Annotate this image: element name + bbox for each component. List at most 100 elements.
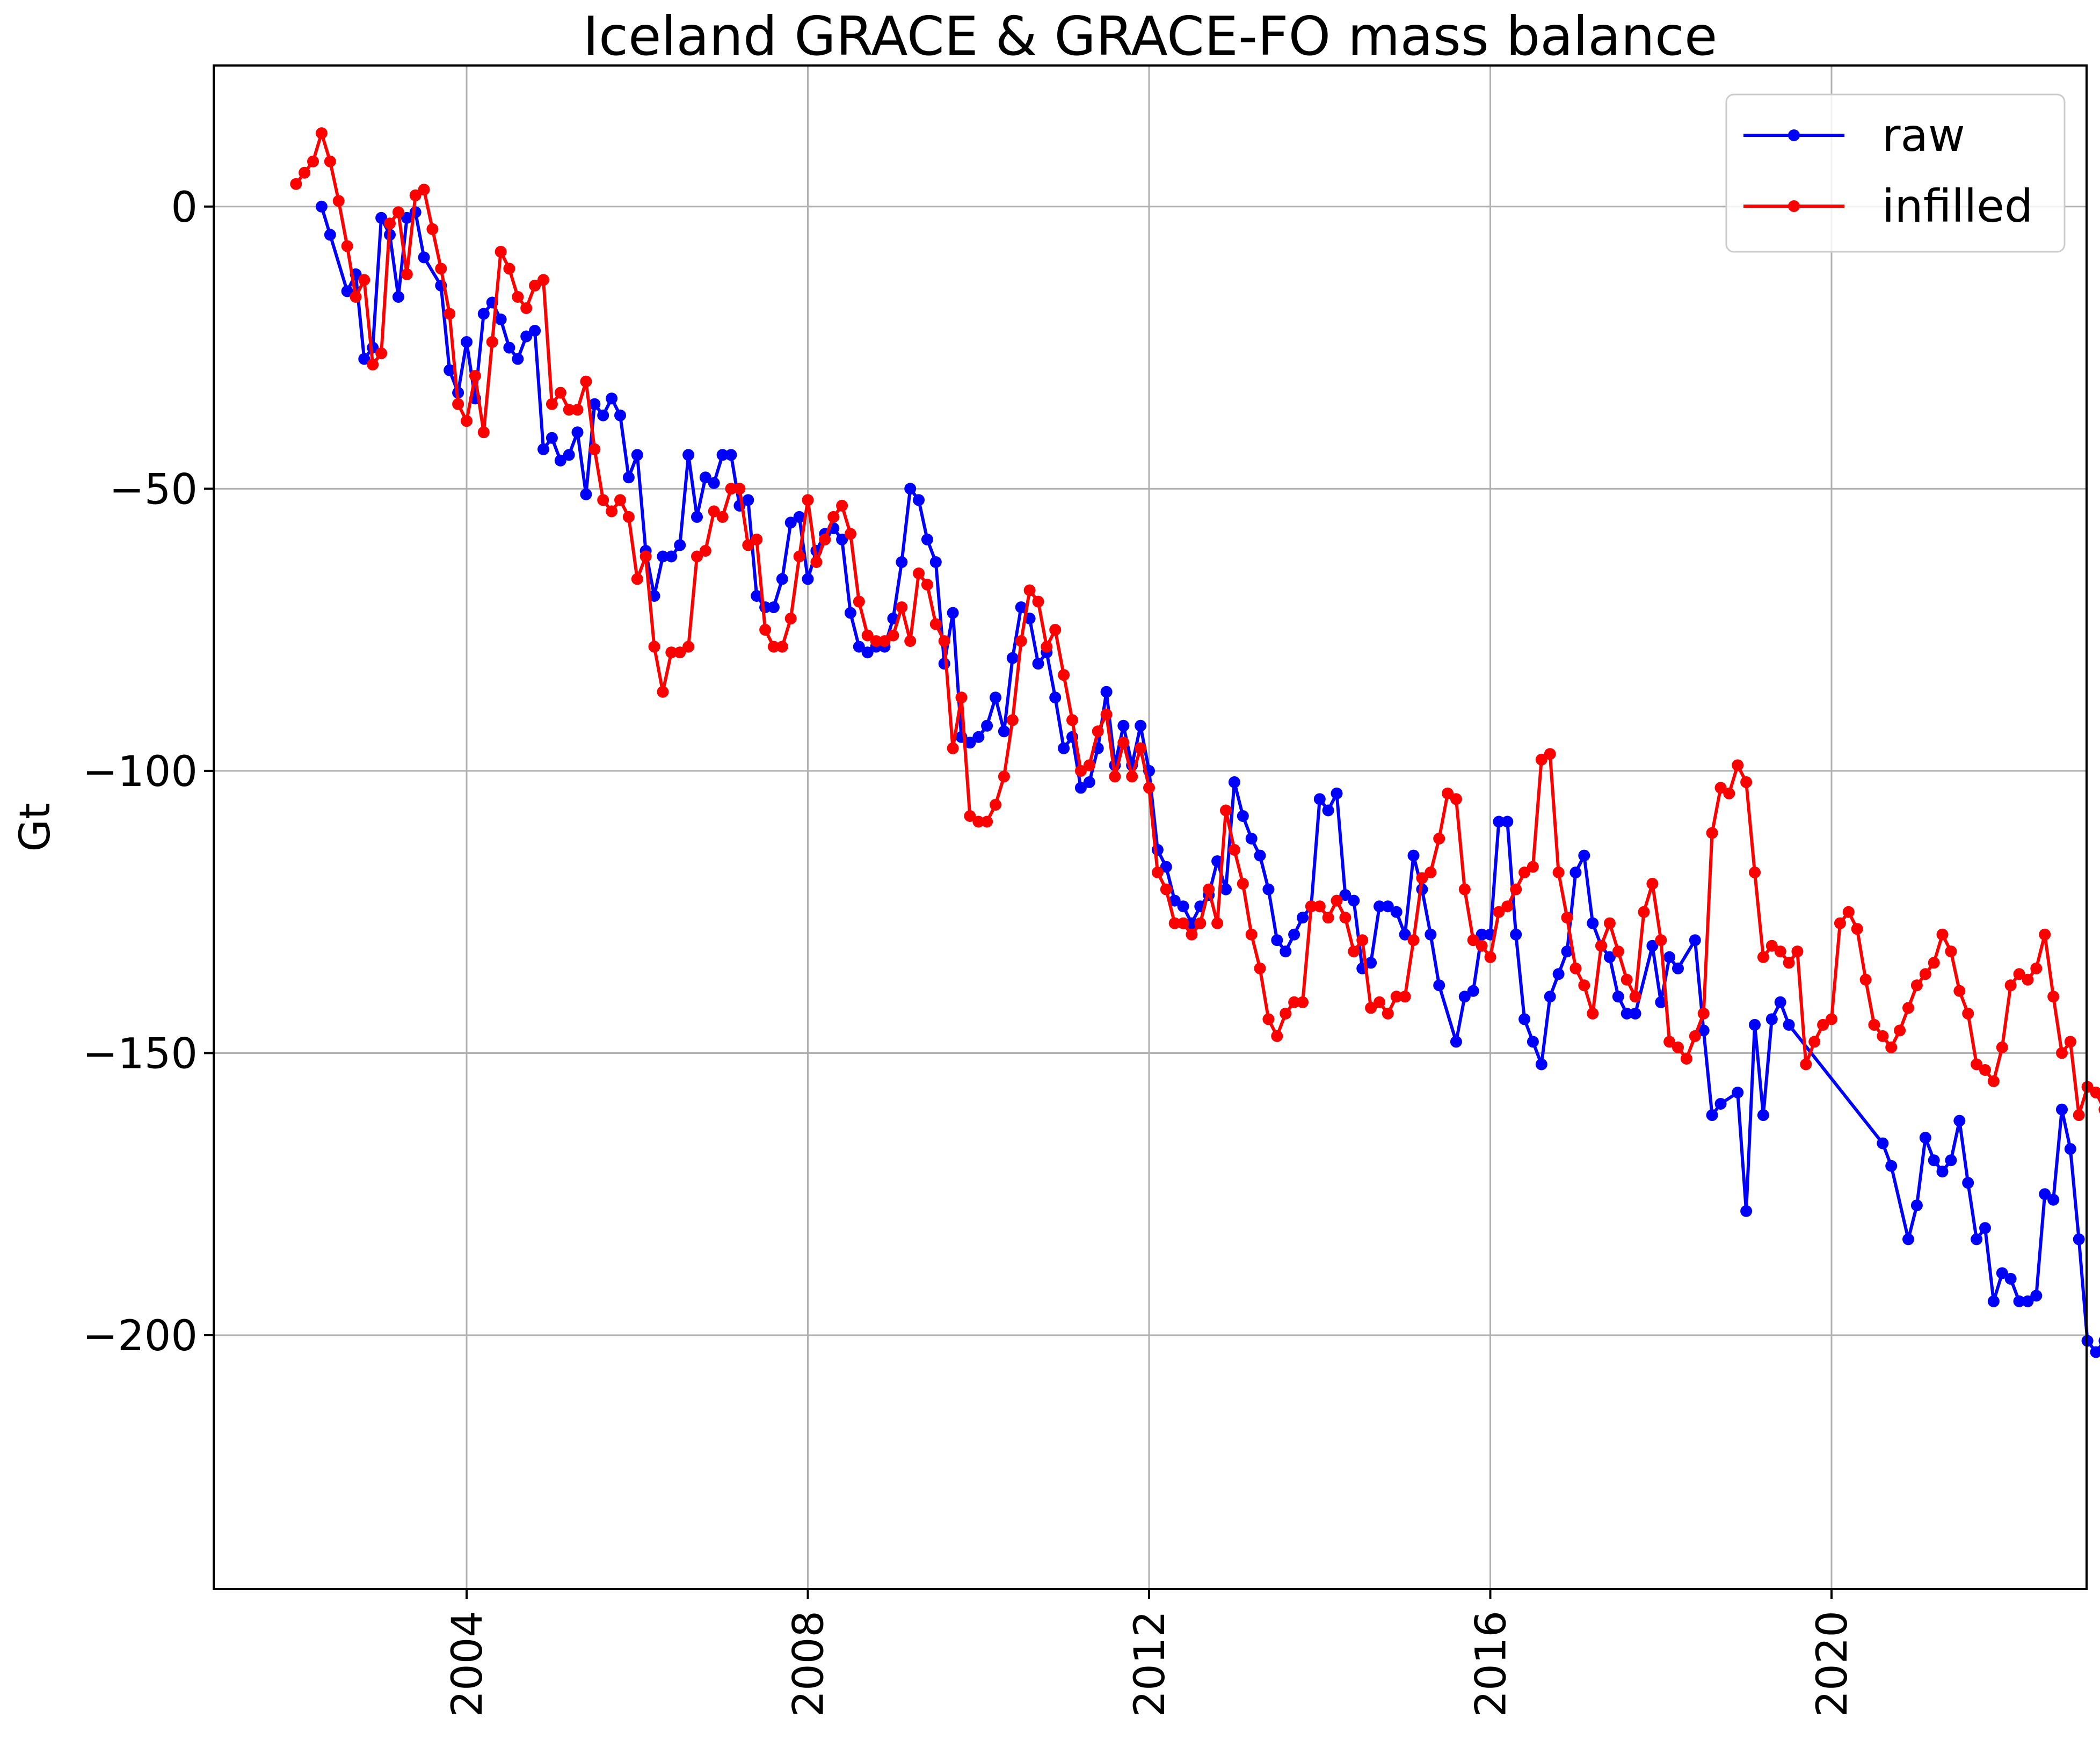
data-point — [2013, 968, 2025, 980]
data-point — [1015, 601, 1027, 614]
data-point — [921, 579, 933, 591]
data-point — [1450, 793, 1462, 805]
data-point — [1041, 640, 1053, 653]
data-point — [1689, 934, 1701, 947]
data-point — [1254, 962, 1266, 974]
data-point — [1467, 985, 1479, 997]
data-point — [1757, 951, 1769, 963]
data-point — [1706, 1109, 1718, 1122]
data-point — [461, 336, 473, 348]
data-point — [1987, 1295, 2000, 1307]
data-point — [1919, 1132, 1931, 1144]
data-point — [1262, 883, 1275, 896]
data-point — [2098, 1337, 2100, 1345]
data-point — [1083, 776, 1095, 788]
data-point — [1817, 1018, 1829, 1031]
data-point — [665, 550, 678, 563]
data-point — [622, 471, 635, 484]
data-point — [1083, 759, 1095, 771]
data-point — [495, 245, 507, 258]
data-point — [375, 347, 388, 360]
data-point — [503, 341, 515, 354]
x-tick-label: 2004 — [444, 1611, 492, 1717]
data-point — [1894, 1024, 1906, 1037]
data-point — [810, 556, 823, 568]
data-point — [1407, 849, 1420, 862]
data-point — [1629, 991, 1641, 1003]
data-point — [1646, 878, 1659, 890]
data-point — [1416, 872, 1428, 884]
legend-marker-infilled — [1788, 200, 1800, 212]
data-point — [1313, 900, 1326, 913]
data-point — [878, 635, 891, 647]
x-tick-label: 2020 — [1808, 1611, 1857, 1717]
data-point — [520, 302, 533, 314]
data-point — [1714, 1098, 1727, 1110]
data-point — [2004, 1272, 2017, 1285]
data-point — [2073, 1233, 2085, 1246]
y-tick-label: −50 — [109, 465, 198, 514]
data-point — [444, 364, 456, 376]
data-point — [844, 528, 856, 540]
data-point — [887, 629, 899, 642]
data-point — [1271, 934, 1283, 947]
data-point — [324, 155, 336, 168]
data-point — [614, 409, 626, 421]
data-point — [699, 471, 711, 484]
data-point — [1168, 917, 1181, 929]
data-point — [751, 590, 763, 602]
data-point — [1074, 765, 1087, 777]
data-point — [1655, 934, 1667, 947]
data-point — [1245, 928, 1258, 941]
data-point — [1552, 968, 1565, 980]
data-point — [990, 691, 1001, 704]
data-point — [1663, 951, 1676, 963]
data-point — [554, 387, 566, 399]
data-point — [1433, 979, 1445, 992]
data-point — [1356, 934, 1369, 947]
data-point — [418, 251, 430, 264]
data-point — [1919, 968, 1931, 980]
data-point — [1928, 957, 1940, 969]
data-point — [401, 268, 413, 280]
data-point — [341, 285, 353, 297]
data-point — [964, 737, 976, 749]
data-point — [674, 646, 686, 659]
data-point — [1365, 957, 1377, 969]
data-point — [1476, 940, 1488, 952]
data-point — [784, 613, 797, 625]
data-point — [1663, 1036, 1676, 1048]
data-point — [844, 607, 856, 619]
data-point — [2073, 1109, 2085, 1122]
data-point — [495, 314, 507, 325]
data-point — [2056, 1047, 2068, 1059]
data-point — [1774, 996, 1786, 1008]
data-point — [699, 545, 711, 557]
data-point — [964, 810, 976, 822]
data-point — [853, 595, 865, 608]
data-point — [1399, 991, 1411, 1003]
data-point — [1177, 900, 1189, 913]
data-point — [1135, 719, 1147, 732]
data-point — [1544, 748, 1556, 760]
y-tick-label: −150 — [83, 1030, 198, 1078]
data-point — [563, 404, 575, 416]
data-point — [776, 573, 788, 585]
data-point — [802, 494, 814, 506]
data-point — [929, 618, 942, 630]
data-point — [444, 308, 456, 320]
data-point — [1544, 991, 1556, 1003]
data-point — [998, 770, 1010, 783]
data-point — [1595, 940, 1607, 952]
data-point — [1987, 1075, 2000, 1087]
data-point — [793, 511, 805, 523]
data-point — [1254, 849, 1266, 862]
data-point — [1049, 691, 1062, 704]
data-point — [1740, 776, 1753, 788]
data-point — [1339, 912, 1351, 924]
data-point — [1049, 624, 1062, 636]
data-point — [716, 511, 729, 523]
data-point — [1109, 770, 1121, 783]
data-point — [1348, 894, 1360, 907]
data-point — [2013, 1295, 2025, 1307]
